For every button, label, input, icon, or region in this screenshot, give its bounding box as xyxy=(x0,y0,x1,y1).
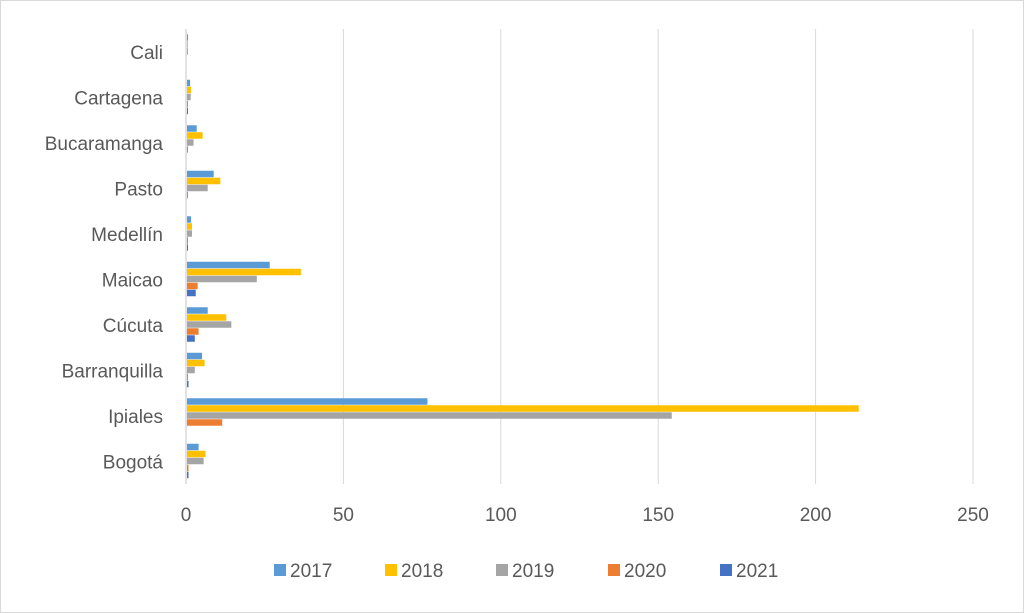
x-tick-label: 100 xyxy=(485,505,517,526)
bar-2017-Cúcuta xyxy=(187,307,208,314)
bar-2017-Bucaramanga xyxy=(187,125,197,132)
bar-2019-Cúcuta xyxy=(187,321,232,328)
bar-2019-Maicao xyxy=(187,275,257,283)
bar-2021-Cartagena xyxy=(187,107,188,115)
bar-2017-Cali xyxy=(187,34,188,41)
legend-swatch-2020 xyxy=(608,564,620,576)
bar-2018-Bucaramanga xyxy=(187,132,203,139)
bar-2018-Pasto xyxy=(187,177,221,185)
bar-2020-Barranquilla xyxy=(187,373,188,381)
x-tick-label: 200 xyxy=(800,505,832,526)
bar-2017-Maicao xyxy=(187,261,270,269)
bar-2021-Cúcuta xyxy=(187,335,195,342)
y-category-label: Barranquilla xyxy=(62,361,164,382)
bar-2020-Maicao xyxy=(187,282,198,290)
bar-2018-Bogotá xyxy=(187,450,206,458)
y-category-label: Ipiales xyxy=(108,407,163,428)
bar-2019-Cartagena xyxy=(187,93,191,101)
bar-2017-Medellín xyxy=(187,216,192,223)
bar-2020-Bucaramanga xyxy=(187,146,188,153)
legend-label-2021: 2021 xyxy=(736,561,778,582)
legend-label-2018: 2018 xyxy=(401,561,443,582)
bar-2019-Ipiales xyxy=(187,412,672,419)
y-category-label: Cartagena xyxy=(74,88,163,109)
bar-2021-Barranquilla xyxy=(187,380,189,388)
bar-2018-Ipiales xyxy=(187,405,859,412)
bar-2018-Cali xyxy=(187,41,188,48)
legend-swatch-2018 xyxy=(385,564,397,576)
bar-2019-Bogotá xyxy=(187,457,204,465)
bar-2020-Bogotá xyxy=(187,464,189,472)
bar-2020-Pasto xyxy=(187,191,188,199)
legend-swatch-2017 xyxy=(274,564,286,576)
bar-2018-Barranquilla xyxy=(187,359,205,367)
y-category-label: Cali xyxy=(130,43,163,64)
y-category-label: Cúcuta xyxy=(103,316,164,337)
y-category-label: Bucaramanga xyxy=(45,134,164,155)
legend-label-2020: 2020 xyxy=(624,561,666,582)
legend-label-2019: 2019 xyxy=(512,561,554,582)
bar-2018-Cartagena xyxy=(187,86,192,94)
bar-2019-Cali xyxy=(187,48,188,55)
bar-2017-Barranquilla xyxy=(187,352,203,360)
bar-2019-Bucaramanga xyxy=(187,139,194,146)
legend-swatch-2021 xyxy=(720,564,732,576)
bar-2020-Medellín xyxy=(187,237,188,244)
bar-2018-Cúcuta xyxy=(187,314,227,321)
bar-2020-Cartagena xyxy=(187,100,188,108)
bar-2021-Maicao xyxy=(187,289,196,297)
bar-2017-Cartagena xyxy=(187,79,191,87)
y-category-label: Maicao xyxy=(102,270,163,291)
bar-2017-Bogotá xyxy=(187,443,199,451)
bar-2017-Pasto xyxy=(187,170,214,178)
x-tick-label: 0 xyxy=(181,505,192,526)
bar-2019-Medellín xyxy=(187,230,192,237)
bar-2019-Barranquilla xyxy=(187,366,195,374)
bar-2020-Cúcuta xyxy=(187,328,199,335)
bar-2019-Pasto xyxy=(187,184,208,192)
x-tick-label: 250 xyxy=(957,505,989,526)
x-tick-label: 50 xyxy=(333,505,354,526)
legend-swatch-2019 xyxy=(496,564,508,576)
y-category-label: Bogotá xyxy=(103,452,164,473)
bar-2018-Maicao xyxy=(187,268,301,276)
bar-2021-Medellín xyxy=(187,244,188,251)
y-category-label: Medellín xyxy=(91,225,163,246)
y-category-label: Pasto xyxy=(114,179,163,200)
x-tick-label: 150 xyxy=(642,505,674,526)
legend-label-2017: 2017 xyxy=(290,561,332,582)
bar-2017-Ipiales xyxy=(187,398,428,405)
bar-2020-Ipiales xyxy=(187,419,223,426)
bar-2018-Medellín xyxy=(187,223,192,230)
bar-2021-Bogotá xyxy=(187,471,189,479)
